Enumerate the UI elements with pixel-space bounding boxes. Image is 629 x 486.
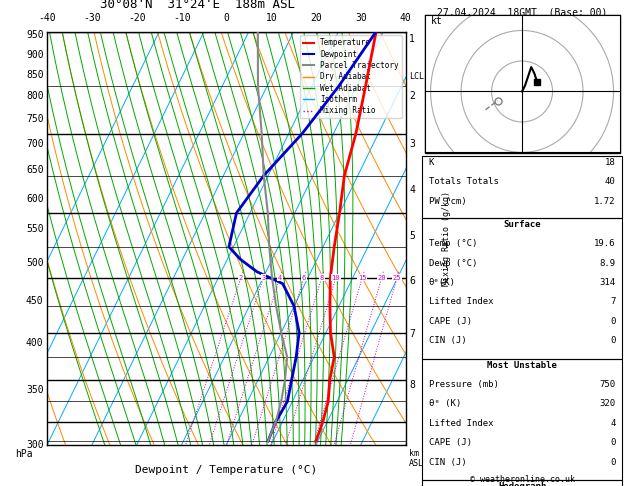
Text: Surface: Surface [503,220,541,229]
Bar [425,15,620,153]
Text: 18: 18 [604,158,615,167]
Legend: Temperature, Dewpoint, Parcel Trajectory, Dry Adiabat, Wet Adiabat, Isotherm, Mi: Temperature, Dewpoint, Parcel Trajectory… [299,35,402,118]
Text: 450: 450 [26,295,43,306]
Text: 320: 320 [599,399,615,409]
Text: Dewpoint / Temperature (°C): Dewpoint / Temperature (°C) [135,466,318,475]
Text: 27.04.2024  18GMT  (Base: 00): 27.04.2024 18GMT (Base: 00) [437,7,607,17]
Text: 20: 20 [377,275,386,281]
Text: 25: 25 [392,275,401,281]
Text: 350: 350 [26,385,43,395]
Bar [423,480,621,486]
Text: 30°08'N  31°24'E  188m ASL: 30°08'N 31°24'E 188m ASL [100,0,295,11]
Text: 700: 700 [26,139,43,149]
Text: CAPE (J): CAPE (J) [429,317,472,326]
Text: 550: 550 [26,225,43,234]
Text: CAPE (J): CAPE (J) [429,438,472,448]
Text: 15: 15 [358,275,367,281]
Text: 8: 8 [409,380,415,390]
Text: Pressure (mb): Pressure (mb) [429,380,499,389]
Text: 600: 600 [26,193,43,204]
Text: 850: 850 [26,70,43,80]
Text: -40: -40 [38,13,56,23]
Text: 750: 750 [599,380,615,389]
Text: 1: 1 [409,34,415,44]
Text: 0: 0 [610,317,615,326]
Text: 7: 7 [409,329,415,339]
Text: 8.9: 8.9 [599,259,615,268]
Bar [423,156,621,218]
Text: 4: 4 [610,419,615,428]
Text: 0: 0 [610,336,615,346]
Text: 40: 40 [604,177,615,187]
Text: 400: 400 [26,337,43,347]
Text: Temp (°C): Temp (°C) [429,239,477,248]
Text: 0: 0 [610,438,615,448]
Text: 10: 10 [331,275,340,281]
Text: Hodograph: Hodograph [498,482,546,486]
Text: 30: 30 [355,13,367,23]
Bar [423,218,621,359]
Text: 20: 20 [310,13,322,23]
Text: 900: 900 [26,50,43,59]
Text: Dewp (°C): Dewp (°C) [429,259,477,268]
Text: -20: -20 [128,13,146,23]
Text: 6: 6 [409,277,415,286]
Text: K: K [429,158,434,167]
Text: Most Unstable: Most Unstable [487,361,557,370]
Text: 5: 5 [409,231,415,241]
Text: 2: 2 [409,91,415,102]
Text: θᵉ(K): θᵉ(K) [429,278,455,287]
Text: 2: 2 [239,275,243,281]
Text: -30: -30 [83,13,101,23]
Text: km
ASL: km ASL [409,449,425,468]
Text: Lifted Index: Lifted Index [429,419,493,428]
Bar [423,359,621,480]
Text: LCL: LCL [409,72,425,82]
Text: 4: 4 [409,185,415,195]
Text: 650: 650 [26,165,43,175]
Text: 10: 10 [265,13,277,23]
Text: 8: 8 [320,275,324,281]
Text: 7: 7 [610,297,615,307]
Text: CIN (J): CIN (J) [429,458,466,467]
Text: 4: 4 [278,275,282,281]
Text: © weatheronline.co.uk: © weatheronline.co.uk [470,474,574,484]
Text: 0: 0 [610,458,615,467]
Text: Lifted Index: Lifted Index [429,297,493,307]
Text: -10: -10 [173,13,191,23]
Text: 0: 0 [223,13,230,23]
Text: Totals Totals: Totals Totals [429,177,499,187]
Text: θᵉ (K): θᵉ (K) [429,399,461,409]
Text: CIN (J): CIN (J) [429,336,466,346]
Text: 1.72: 1.72 [594,197,615,206]
Text: 300: 300 [26,440,43,450]
Text: 800: 800 [26,91,43,102]
Text: 40: 40 [400,13,411,23]
Text: 3: 3 [261,275,265,281]
Text: 750: 750 [26,114,43,124]
Text: 950: 950 [26,30,43,40]
Text: PW (cm): PW (cm) [429,197,466,206]
Text: Mixing Ratio (g/kg): Mixing Ratio (g/kg) [442,191,450,286]
Text: 500: 500 [26,258,43,268]
Text: hPa: hPa [15,449,33,459]
Text: kt: kt [431,17,442,26]
Text: 19.6: 19.6 [594,239,615,248]
Text: 314: 314 [599,278,615,287]
Text: 3: 3 [409,139,415,149]
Text: 6: 6 [302,275,306,281]
